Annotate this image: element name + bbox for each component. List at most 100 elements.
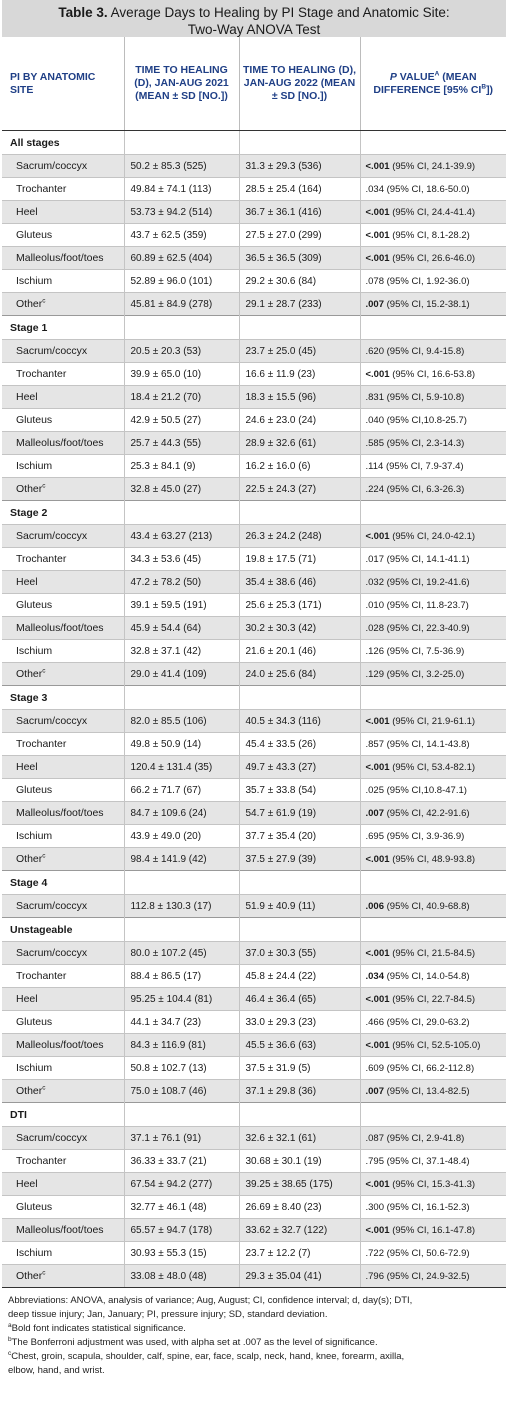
results-table: PI BY ANATOMIC SITE TIME TO HEALING (d),… [2,37,506,1287]
site-cell: Heel [2,1172,124,1196]
p-value: <.001 [365,206,390,218]
site-cell: Otherc [2,662,124,686]
p-value-cell: .722 (95% CI, 50.6-72.9) [359,1241,506,1265]
site-cell: Gluteus [2,408,124,432]
confidence-interval: (95% CI, 53.4-82.1) [392,761,476,773]
empty-cell [359,685,506,710]
p-value: .025 [365,784,385,796]
footnote-b: bThe Bonferroni adjustment was used, wit… [8,1335,378,1348]
header-2021: TIME TO HEALING (d), JAN-AUG 2021 (MEAN … [123,37,239,131]
value-2021-cell: 43.4 ± 63.27 (213) [123,524,239,548]
site-cell: Sacrum/coccyx [2,894,124,918]
p-value-cell: .025 (95% CI,10.8-47.1) [359,778,506,802]
table-row: Sacrum/coccyx 112.8 ± 130.3 (17) 51.9 ± 40… [2,894,506,918]
p-value: <.001 [365,761,390,773]
table-row: Gluteus 32.77 ± 46.1 (48) 26.69 ± 8.40 (23… [2,1195,506,1219]
table-row: Ischium 25.3 ± 84.1 (9) 16.2 ± 16.0 (6) .11… [2,454,506,478]
value-2021-cell: 84.7 ± 109.6 (24) [123,801,239,825]
confidence-interval: (95% CI, 16.1-47.8) [392,1224,476,1236]
p-value-cell: .007 (95% CI, 13.4-82.5) [359,1079,506,1103]
p-value: .695 [365,830,385,842]
site-cell: Ischium [2,454,124,478]
p-value-cell: .028 (95% CI, 22.3-40.9) [359,616,506,640]
value-2022-cell: 35.4 ± 38.6 (46) [238,570,360,594]
p-value: .114 [365,460,384,472]
site-cell: Gluteus [2,1195,124,1219]
table-row: Trochanter 49.8 ± 50.9 (14) 45.4 ± 33.5 (2… [2,732,506,756]
p-value: .585 [365,437,385,449]
site-cell: Sacrum/coccyx [2,1126,124,1150]
table-row: Heel 18.4 ± 21.2 (70) 18.3 ± 15.5 (96) .831… [2,385,506,409]
site-cell: Sacrum/coccyx [2,154,124,178]
site-cell: Sacrum/coccyx [2,709,124,733]
p-value-cell: <.001 (95% CI, 24.1-39.9) [359,154,506,178]
value-2022-cell: 27.5 ± 27.0 (299) [238,223,360,247]
p-value-cell: .795 (95% CI, 37.1-48.4) [359,1149,506,1173]
value-2022-cell: 26.3 ± 24.2 (248) [238,524,360,548]
p-value-cell: <.001 (95% CI, 53.4-82.1) [359,755,506,779]
table-row: Gluteus 44.1 ± 34.7 (23) 33.0 ± 29.3 (23).… [2,1010,506,1034]
confidence-interval: (95% CI, 24.9-32.5) [386,1270,470,1282]
title-line2: Two-Way ANOVA Test [187,22,321,37]
confidence-interval: (95% CI, 40.9-68.8) [386,900,470,912]
site-cell: Sacrum/coccyx [2,941,124,965]
p-value: .795 [365,1155,385,1167]
table-row: Gluteus 39.1 ± 59.5 (191) 25.6 ± 25.3 (171… [2,593,506,617]
empty-cell [238,1102,360,1127]
site-cell: Otherc [2,477,124,501]
table-row: Malleolus/foot/toes 60.89 ± 62.5 (404) 36.… [2,246,506,270]
section-title: Stage 4 [2,870,124,895]
table-row: Heel 120.4 ± 131.4 (35) 49.7 ± 43.3 (27) <.… [2,755,506,779]
value-2022-cell: 46.4 ± 36.4 (65) [238,987,360,1011]
section-header-row: Unstageable [2,917,506,942]
site-cell: Heel [2,570,124,594]
p-value: .831 [365,391,385,403]
table-row: Heel 47.2 ± 78.2 (50) 35.4 ± 38.6 (46) .032… [2,570,506,594]
confidence-interval: (95% CI, 14.0-54.8) [386,970,470,982]
p-value: .609 [365,1062,385,1074]
confidence-interval: (95% CI, 52.5-105.0) [392,1039,481,1051]
empty-cell [359,315,506,340]
p-value: <.001 [365,853,390,865]
p-value-cell: .040 (95% CI,10.8-25.7) [359,408,506,432]
table-row: Heel 95.25 ± 104.4 (81) 46.4 ± 36.4 (65) <.… [2,987,506,1011]
value-2022-cell: 37.7 ± 35.4 (20) [238,824,360,848]
site-cell: Trochanter [2,362,124,386]
value-2021-cell: 66.2 ± 71.7 (67) [123,778,239,802]
value-2022-cell: 29.3 ± 35.04 (41) [238,1264,360,1287]
p-value: .620 [365,345,385,357]
confidence-interval: (95% CI, 42.2-91.6) [386,807,470,819]
value-2021-cell: 37.1 ± 76.1 (91) [123,1126,239,1150]
value-2021-cell: 95.25 ± 104.4 (81) [123,987,239,1011]
p-value: <.001 [365,947,390,959]
table-row: Malleolus/foot/toes 25.7 ± 44.3 (55) 28.9 … [2,431,506,455]
empty-cell [238,870,360,895]
empty-cell [123,1102,239,1127]
value-2022-cell: 36.5 ± 36.5 (309) [238,246,360,270]
p-value: .034 [365,183,385,195]
empty-cell [123,917,239,942]
confidence-interval: (95% CI, 13.4-82.5) [386,1085,470,1097]
p-value-cell: .034 (95% CI, 14.0-54.8) [359,964,506,988]
table-row: Ischium 30.93 ± 55.3 (15) 23.7 ± 12.2 (7).… [2,1241,506,1265]
confidence-interval: (95% CI,10.8-25.7) [386,414,467,426]
section-header-row: All stages [2,130,506,155]
table-row: Trochanter 88.4 ± 86.5 (17) 45.8 ± 24.4 (2… [2,964,506,988]
p-value: <.001 [365,229,390,241]
site-cell: Otherc [2,847,124,871]
value-2021-cell: 32.77 ± 46.1 (48) [123,1195,239,1219]
section-title: Stage 3 [2,685,124,710]
value-2021-cell: 36.33 ± 33.7 (21) [123,1149,239,1173]
p-value: <.001 [365,1224,390,1236]
confidence-interval: (95% CI, 6.3-26.3) [386,483,465,495]
p-value: .040 [365,414,385,426]
table-page: Table 3. Average Days to Healing by PI S… [2,0,506,1378]
table-row: Ischium 50.8 ± 102.7 (13) 37.5 ± 31.9 (5).… [2,1056,506,1080]
p-value-cell: .831 (95% CI, 5.9-10.8) [359,385,506,409]
p-value-cell: <.001 (95% CI, 21.5-84.5) [359,941,506,965]
confidence-interval: (95% CI, 3.9-36.9) [386,830,465,842]
confidence-interval: (95% CI, 19.2-41.6) [386,576,470,588]
p-value-cell: .006 (95% CI, 40.9-68.8) [359,894,506,918]
table-title: Table 3. Average Days to Healing by PI S… [2,0,506,37]
table-row: Malleolus/foot/toes 84.3 ± 116.9 (81) 45.5… [2,1033,506,1057]
